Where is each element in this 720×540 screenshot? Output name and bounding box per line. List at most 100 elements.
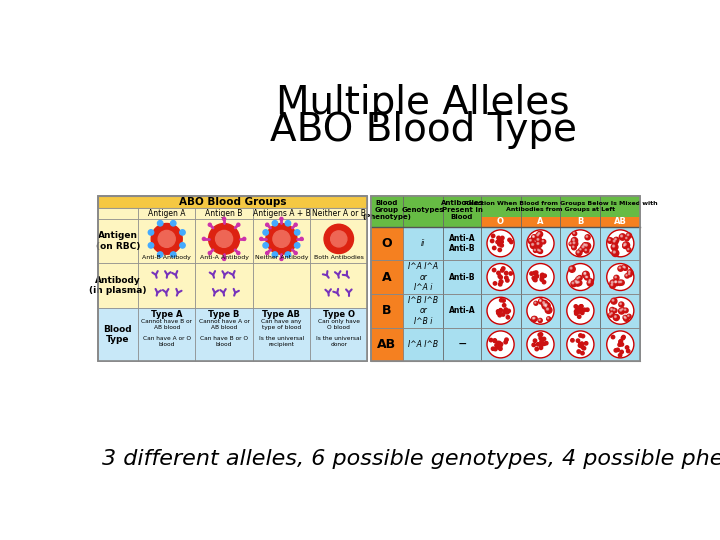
Circle shape [612, 299, 614, 301]
Text: B: B [577, 218, 584, 226]
Text: Antigen B: Antigen B [205, 209, 243, 218]
Circle shape [611, 284, 613, 286]
Text: Neither A or B: Neither A or B [312, 209, 366, 218]
Circle shape [533, 236, 534, 237]
Circle shape [614, 316, 616, 318]
Circle shape [576, 282, 577, 284]
Circle shape [544, 341, 548, 345]
Bar [310, 219, 367, 264]
Circle shape [582, 271, 589, 278]
Circle shape [622, 265, 626, 269]
Circle shape [222, 258, 225, 260]
Circle shape [622, 335, 625, 339]
Circle shape [612, 249, 618, 256]
Circle shape [500, 280, 503, 284]
Bar [138, 308, 195, 361]
Circle shape [628, 315, 629, 316]
Circle shape [577, 278, 578, 279]
Circle shape [621, 235, 623, 237]
Circle shape [535, 274, 539, 278]
Circle shape [585, 249, 587, 251]
Circle shape [625, 237, 629, 241]
Circle shape [624, 308, 628, 313]
Circle shape [546, 317, 551, 321]
Circle shape [567, 264, 594, 291]
Circle shape [619, 340, 622, 343]
Circle shape [572, 241, 578, 247]
Circle shape [581, 334, 585, 338]
Circle shape [575, 281, 580, 286]
Circle shape [272, 252, 278, 257]
Circle shape [285, 220, 291, 226]
Circle shape [171, 252, 176, 257]
Text: O: O [497, 218, 504, 226]
Circle shape [497, 271, 500, 275]
Text: Antigen
(on RBC): Antigen (on RBC) [96, 232, 140, 251]
Circle shape [544, 305, 549, 309]
Text: Cannot have B or
AB blood

Can have A or O
blood: Cannot have B or AB blood Can have A or … [141, 319, 192, 347]
Circle shape [180, 242, 185, 248]
Circle shape [618, 266, 624, 271]
Bar [371, 195, 640, 361]
Circle shape [534, 318, 535, 319]
Bar [371, 195, 640, 226]
Circle shape [539, 250, 541, 251]
Circle shape [572, 246, 574, 247]
Text: I^B I^B
or
I^B i: I^B I^B or I^B i [408, 296, 438, 326]
Circle shape [497, 346, 500, 349]
Circle shape [567, 230, 594, 257]
Circle shape [587, 280, 593, 286]
Circle shape [507, 309, 510, 313]
Circle shape [490, 339, 492, 342]
Circle shape [582, 242, 588, 248]
Circle shape [541, 240, 546, 244]
Circle shape [584, 243, 590, 249]
Circle shape [623, 266, 624, 267]
Bar [98, 264, 138, 308]
Circle shape [500, 342, 503, 346]
Circle shape [237, 223, 240, 226]
Circle shape [567, 297, 594, 324]
Text: Neither Antibody: Neither Antibody [255, 255, 308, 260]
Circle shape [542, 280, 546, 284]
Circle shape [578, 276, 580, 278]
Circle shape [497, 341, 500, 345]
Circle shape [618, 302, 624, 307]
Circle shape [613, 280, 619, 286]
Circle shape [577, 280, 582, 286]
Circle shape [537, 242, 539, 245]
Circle shape [158, 231, 175, 247]
Circle shape [575, 310, 577, 313]
Text: Blood
Group
(Phenotype): Blood Group (Phenotype) [362, 200, 411, 220]
Circle shape [573, 232, 575, 234]
Circle shape [500, 269, 504, 272]
Circle shape [273, 231, 290, 247]
Text: Type B: Type B [208, 310, 240, 320]
Circle shape [505, 276, 508, 279]
Circle shape [487, 331, 514, 358]
Circle shape [498, 242, 501, 246]
Circle shape [300, 238, 303, 240]
Circle shape [532, 235, 536, 239]
Circle shape [491, 347, 495, 350]
Circle shape [572, 245, 576, 250]
Circle shape [215, 231, 233, 247]
Circle shape [533, 278, 536, 281]
Circle shape [577, 310, 580, 313]
Circle shape [618, 343, 621, 346]
Circle shape [534, 271, 538, 274]
Bar [138, 208, 195, 219]
Circle shape [280, 258, 283, 260]
Circle shape [584, 273, 586, 275]
Circle shape [527, 297, 554, 324]
Circle shape [575, 308, 579, 312]
Circle shape [541, 273, 544, 276]
Circle shape [611, 281, 613, 283]
Circle shape [499, 309, 502, 313]
Text: Anti-A: Anti-A [449, 306, 475, 315]
Circle shape [576, 339, 580, 342]
Circle shape [619, 267, 621, 268]
Circle shape [608, 313, 613, 317]
Circle shape [571, 339, 574, 342]
Circle shape [536, 233, 541, 239]
